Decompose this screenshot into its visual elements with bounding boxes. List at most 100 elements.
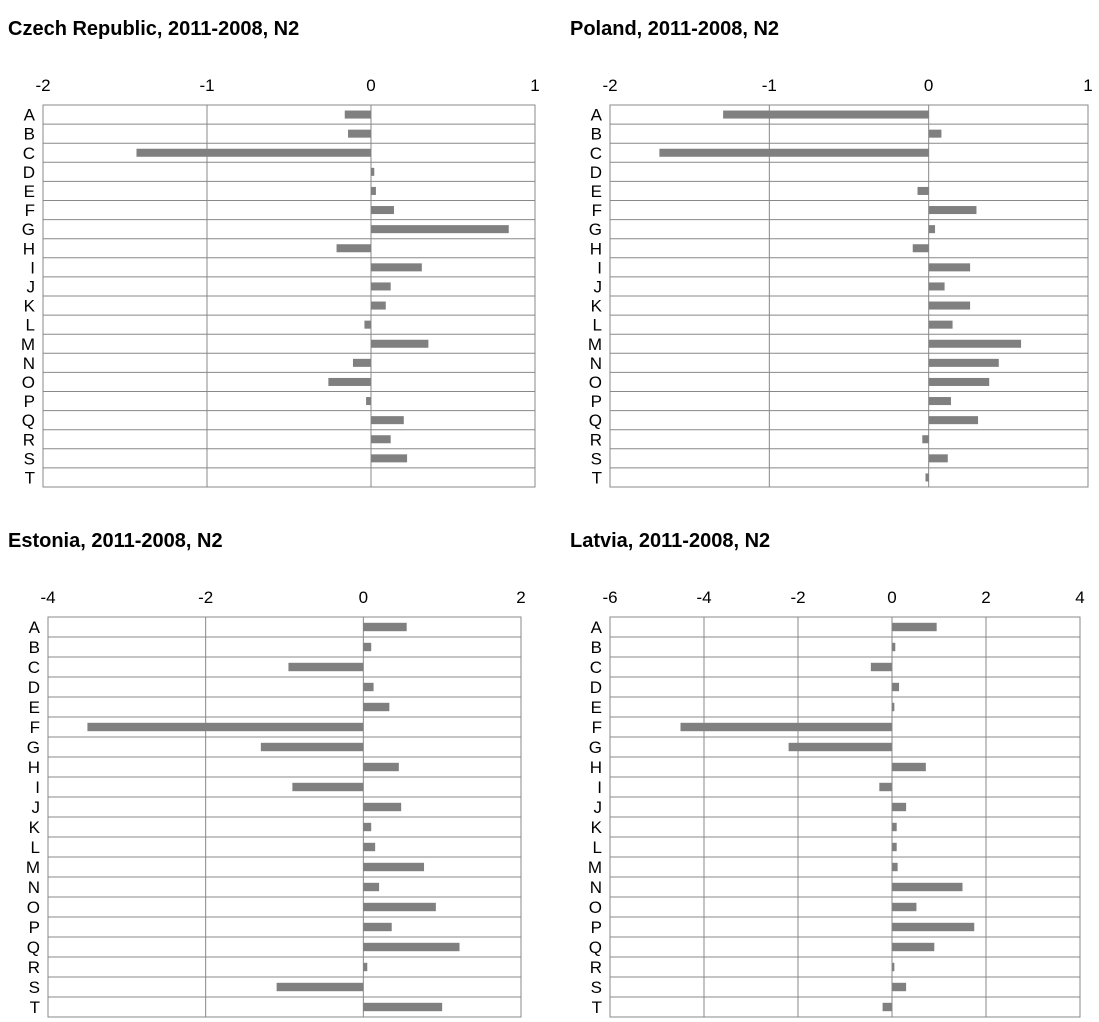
bar — [879, 782, 892, 792]
category-label: Q — [27, 938, 40, 957]
bar — [870, 662, 892, 672]
category-label: D — [28, 678, 40, 697]
category-label: K — [591, 297, 603, 316]
bar — [928, 454, 948, 463]
category-label: N — [28, 878, 40, 897]
category-label: R — [28, 958, 40, 977]
bar — [352, 358, 371, 367]
category-label: H — [590, 758, 602, 777]
category-label: D — [23, 163, 35, 182]
category-label: F — [592, 718, 602, 737]
category-label: E — [29, 698, 40, 717]
category-label: I — [35, 778, 40, 797]
chart-panel-latvia: Latvia, 2011-2008, N2 -6 -4 -2 0 2 4 A B C D E F G H I… — [570, 530, 1099, 1018]
category-label: H — [590, 239, 602, 258]
x-tick-label: 1 — [1083, 76, 1092, 95]
chart-panel-czech: Czech Republic, 2011-2008, N2 -2 -1 0 1 A B C D… — [8, 0, 548, 495]
plot-border — [42, 104, 536, 488]
bar — [363, 642, 372, 652]
bar — [928, 320, 953, 329]
category-label: C — [590, 144, 602, 163]
category-label: D — [590, 163, 602, 182]
bar — [680, 722, 892, 732]
category-label: O — [589, 373, 602, 392]
bar — [363, 702, 390, 712]
category-label: C — [590, 658, 602, 677]
category-label: M — [588, 858, 602, 877]
category-label: L — [593, 316, 602, 335]
category-label: I — [597, 258, 602, 277]
chart-panel-estonia: Estonia, 2011-2008, N2 -4 -2 0 2 A B C D E F G H I J K… — [8, 530, 548, 1018]
category-label: B — [591, 125, 602, 144]
category-label: L — [26, 316, 35, 335]
category-label: H — [28, 758, 40, 777]
category-label: J — [594, 277, 603, 296]
category-label: B — [29, 638, 40, 657]
bar — [892, 702, 895, 712]
bar — [87, 722, 364, 732]
x-tick-label: 0 — [924, 76, 933, 95]
bar — [928, 301, 971, 310]
bar — [276, 982, 364, 992]
bar — [928, 282, 945, 291]
category-label: P — [24, 392, 35, 411]
plot-border — [609, 104, 1089, 488]
bar — [328, 377, 371, 386]
bar — [925, 473, 929, 482]
category-label: S — [591, 449, 602, 468]
category-label: O — [589, 898, 602, 917]
category-label: D — [590, 678, 602, 697]
bar — [260, 742, 364, 752]
bar — [892, 642, 896, 652]
x-tick-label: -2 — [790, 588, 805, 607]
category-label: B — [24, 125, 35, 144]
bar — [363, 882, 380, 892]
category-label: K — [29, 818, 41, 837]
bar — [363, 842, 376, 852]
category-label: A — [591, 618, 603, 637]
bar — [892, 962, 895, 972]
category-label: N — [590, 354, 602, 373]
bar — [344, 110, 371, 119]
x-tick-label: 4 — [1075, 588, 1084, 607]
category-label: E — [591, 182, 602, 201]
bar — [922, 435, 929, 444]
bar — [928, 206, 977, 215]
x-tick-label: -4 — [40, 588, 55, 607]
category-label: O — [22, 373, 35, 392]
category-label: R — [23, 430, 35, 449]
category-label: H — [23, 239, 35, 258]
category-label: Q — [589, 938, 602, 957]
category-label: A — [29, 618, 41, 637]
bar — [892, 982, 907, 992]
category-label: F — [592, 201, 602, 220]
category-label: K — [24, 297, 36, 316]
bar — [928, 225, 936, 234]
category-label: K — [591, 818, 603, 837]
bar — [723, 110, 929, 119]
bar — [363, 802, 402, 812]
category-label: Q — [22, 411, 35, 430]
category-label: T — [25, 468, 35, 487]
category-label: P — [591, 392, 602, 411]
bar — [363, 862, 425, 872]
bar — [882, 1002, 892, 1012]
bar — [371, 416, 404, 425]
x-tick-label: -2 — [35, 76, 50, 95]
bar — [363, 682, 374, 692]
category-label: N — [23, 354, 35, 373]
category-label: G — [27, 738, 40, 757]
bar — [928, 416, 979, 425]
bar — [892, 762, 926, 772]
bar — [917, 186, 929, 195]
category-label: A — [24, 106, 36, 125]
x-tick-label: 1 — [530, 76, 539, 95]
category-label: R — [590, 430, 602, 449]
bar — [928, 263, 971, 272]
x-tick-label: 2 — [981, 588, 990, 607]
bar — [912, 244, 929, 253]
category-label: F — [25, 201, 35, 220]
category-label: J — [594, 798, 603, 817]
